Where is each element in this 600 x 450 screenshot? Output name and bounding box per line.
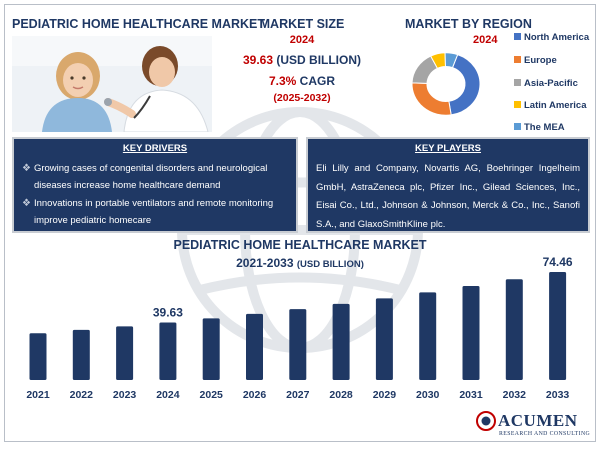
legend-label: The MEA bbox=[524, 122, 565, 133]
legend-swatch bbox=[514, 123, 521, 130]
bar-2033 bbox=[549, 272, 567, 380]
logo-name: ACUMEN bbox=[498, 411, 578, 430]
diamond-bullet-icon: ❖ bbox=[22, 198, 31, 209]
bar-chart: 2021 2022 2023 2024 2025 2026 2027 2028 2029 2030… bbox=[26, 255, 573, 401]
bar-2032 bbox=[505, 279, 523, 380]
key-driver-text: Growing cases of congenital disorders an… bbox=[33, 163, 268, 191]
chart-subtitle-unit: (USD BILLION) bbox=[296, 259, 364, 270]
bar-2030 bbox=[419, 292, 437, 380]
bar-2025 bbox=[202, 318, 220, 380]
region-year: 2024 bbox=[473, 34, 498, 46]
x-tick-label: 2028 bbox=[329, 389, 353, 401]
region-donut-chart bbox=[411, 52, 481, 116]
x-tick-label: 2022 bbox=[70, 389, 94, 401]
key-driver-text: Innovations in portable ventilators and … bbox=[33, 198, 274, 226]
key-drivers-box: KEY DRIVERS ❖ Growing cases of congenita… bbox=[12, 137, 298, 233]
legend-swatch bbox=[514, 56, 521, 63]
x-tick-label: 2023 bbox=[113, 389, 137, 401]
x-tick-label: 2030 bbox=[416, 389, 440, 401]
logo-tagline: RESEARCH AND CONSULTING bbox=[499, 431, 591, 437]
cagr-period: (2025-2032) bbox=[273, 92, 331, 104]
bar-2027 bbox=[289, 309, 307, 380]
legend-item: North America bbox=[514, 32, 589, 43]
acumen-logo: ACUMEN RESEARCH AND CONSULTING bbox=[474, 408, 596, 442]
x-tick-label: 2026 bbox=[243, 389, 267, 401]
bar-2021 bbox=[29, 333, 47, 380]
bar-2024 bbox=[159, 322, 177, 380]
legend-swatch bbox=[514, 79, 521, 86]
key-driver-item: ❖ Growing cases of congenital disorders … bbox=[22, 160, 288, 194]
donut-slice-1 bbox=[448, 53, 481, 116]
cagr-line: 7.3% CAGR bbox=[227, 74, 377, 88]
market-size-value: 39.63 bbox=[242, 53, 274, 67]
data-label: 39.63 bbox=[153, 306, 183, 320]
cagr-value: 7.3% bbox=[268, 74, 297, 88]
market-size-value-line: 39.63 (USD BILLION) bbox=[222, 53, 382, 67]
doctor-child-photo bbox=[12, 36, 212, 132]
cagr-label: CAGR bbox=[299, 74, 336, 88]
bar-2023 bbox=[116, 326, 134, 380]
outer-frame bbox=[4, 4, 596, 442]
market-size-year: 2024 bbox=[289, 34, 315, 46]
legend-swatch bbox=[514, 101, 521, 108]
key-driver-item: ❖ Innovations in portable ventilators an… bbox=[22, 195, 288, 229]
x-tick-label: 2033 bbox=[546, 389, 570, 401]
donut-slice-5 bbox=[444, 52, 459, 69]
x-tick-label: 2021 bbox=[26, 389, 50, 401]
x-tick-label: 2031 bbox=[459, 389, 483, 401]
bar-2028 bbox=[332, 303, 350, 380]
chart-subtitle: 2021-2033 (USD BILLION) bbox=[0, 256, 600, 270]
x-tick-label: 2027 bbox=[286, 389, 310, 401]
data-label: 74.46 bbox=[543, 255, 573, 269]
donut-slice-2 bbox=[411, 82, 452, 116]
legend-label: Asia-Pacific bbox=[524, 78, 578, 89]
x-tick-label: 2029 bbox=[373, 389, 397, 401]
bar-2026 bbox=[246, 313, 263, 380]
x-tick-label: 2024 bbox=[156, 389, 180, 401]
key-players-text: Eli Lilly and Company, Novartis AG, Boeh… bbox=[316, 163, 580, 230]
key-drivers-heading: KEY DRIVERS bbox=[122, 143, 188, 154]
legend-item: Latin America bbox=[514, 100, 586, 111]
logo-emblem-icon bbox=[476, 411, 496, 431]
region-heading: MARKET BY REGION bbox=[405, 17, 532, 31]
legend-label: Europe bbox=[524, 55, 557, 66]
legend-label: North America bbox=[524, 32, 590, 43]
market-size-unit: (USD BILLION) bbox=[276, 53, 362, 67]
legend-item: The MEA bbox=[514, 122, 565, 133]
bar-2031 bbox=[462, 286, 480, 380]
market-size-heading: MARKET SIZE bbox=[259, 17, 345, 31]
legend-item: Europe bbox=[514, 55, 557, 66]
legend-label: Latin America bbox=[524, 100, 587, 111]
x-tick-label: 2032 bbox=[503, 389, 527, 401]
bar-2022 bbox=[72, 329, 90, 380]
key-players-box: KEY PLAYERS Eli Lilly and Company, Novar… bbox=[306, 137, 590, 233]
x-tick-label: 2025 bbox=[200, 389, 224, 401]
diamond-bullet-icon: ❖ bbox=[22, 163, 31, 174]
page-title: PEDIATRIC HOME HEALTHCARE MARKET bbox=[12, 17, 266, 31]
bar-2029 bbox=[375, 298, 393, 380]
chart-title: PEDIATRIC HOME HEALTHCARE MARKET bbox=[173, 238, 427, 252]
legend-swatch bbox=[514, 33, 521, 40]
chart-subtitle-years: 2021-2033 bbox=[236, 256, 294, 270]
key-players-heading: KEY PLAYERS bbox=[415, 143, 481, 154]
legend-item: Asia-Pacific bbox=[514, 78, 578, 89]
